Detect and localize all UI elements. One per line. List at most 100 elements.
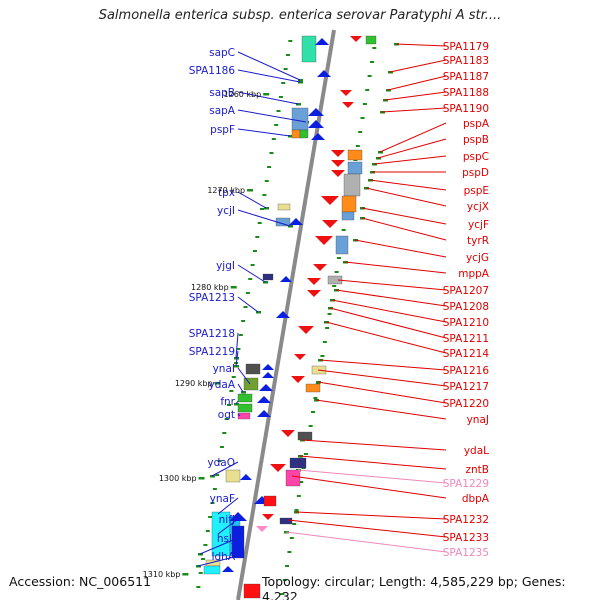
gene-label-right: SPA1190 [443, 103, 489, 115]
gene-label-left: pspF [210, 124, 235, 136]
leader-line-right [285, 531, 447, 553]
strand-tick [198, 572, 203, 574]
strand-tick [215, 474, 220, 476]
gene-tick-mark [288, 135, 293, 138]
gene-tick-mark [241, 391, 246, 394]
leader-line-left [237, 91, 299, 105]
gene-label-left: SPA1218 [189, 328, 235, 340]
strand-tick [208, 516, 213, 518]
gene-label-right: ycjG [466, 252, 489, 264]
gene-arrow-right [331, 150, 345, 157]
gene-label-right: SPA1233 [443, 532, 489, 544]
strand-tick [227, 404, 232, 406]
strand-tick [203, 544, 208, 546]
strand-tick [250, 264, 255, 266]
strand-tick [311, 411, 316, 413]
strand-tick [292, 523, 297, 525]
gene-tick-mark [263, 281, 268, 284]
gene-label-left: ogt [218, 409, 235, 421]
gene-label-left: hslJ [217, 533, 235, 545]
gene-arrow-left [317, 70, 331, 77]
leader-line-right [297, 469, 447, 484]
gene-label-right: SPA1232 [443, 514, 489, 526]
leader-line-left [237, 191, 267, 209]
strand-tick [287, 551, 292, 553]
strand-tick [320, 355, 325, 357]
leader-line-right [317, 369, 447, 387]
leader-line-right [389, 59, 447, 73]
gene-block [277, 203, 291, 211]
leader-line-left [217, 518, 239, 535]
scale-tick [198, 477, 205, 480]
strand-tick [255, 236, 260, 238]
gene-block [245, 363, 261, 375]
gene-arrow-left [222, 566, 234, 572]
strand-tick [332, 285, 337, 287]
gene-arrow-right [331, 170, 345, 177]
gene-label-right: SPA1216 [443, 365, 490, 377]
gene-label-left: ycjI [217, 205, 235, 217]
strand-tick [210, 502, 215, 504]
gene-label-right: SPA1211 [443, 333, 489, 345]
gene-block [237, 403, 253, 413]
strand-tick [269, 152, 274, 154]
gene-block [301, 35, 317, 63]
gene-block [237, 412, 251, 420]
gene-label-right: ydaL [464, 445, 489, 457]
gene-label-right: SPA1210 [443, 317, 489, 329]
gene-tick-mark [234, 403, 239, 406]
genome-title: Salmonella enterica subsp. enterica sero… [98, 8, 502, 23]
leader-line-right [379, 122, 447, 153]
leader-line-right [354, 239, 447, 258]
strand-tick [222, 432, 227, 434]
leader-line-left [237, 367, 251, 385]
strand-tick [365, 89, 370, 91]
gene-tick-mark [298, 79, 303, 82]
gene-block [263, 495, 277, 507]
gene-label-right: ycjF [468, 219, 489, 231]
strand-tick [264, 180, 269, 182]
gene-block [299, 129, 309, 139]
gene-arrow-left [280, 276, 292, 282]
gene-block [237, 393, 253, 403]
strand-tick [369, 61, 374, 63]
scale-tick [247, 189, 254, 192]
gene-label-right: zntB [466, 464, 490, 476]
leader-line-right [319, 359, 447, 371]
strand-tick [289, 537, 294, 539]
gene-block [243, 377, 259, 391]
leader-line-left [197, 555, 239, 567]
kbp-scale-label: 1300 kbp [159, 474, 197, 483]
gene-arrow-right [350, 36, 362, 42]
gene-block [291, 129, 301, 139]
leader-line-left [235, 332, 239, 359]
gene-label-right: tyrR [467, 235, 489, 247]
leader-line-right [373, 155, 447, 165]
gene-label-right: pspD [462, 167, 489, 179]
gene-arrow-right [294, 354, 306, 360]
strand-tick [294, 509, 299, 511]
gene-arrow-right [307, 290, 321, 297]
leader-line-left [211, 461, 239, 477]
gene-label-right: SPA1207 [443, 285, 489, 297]
gene-block [279, 517, 293, 525]
strand-tick [262, 194, 267, 196]
gene-block [289, 457, 307, 469]
gene-label-right: SPA1208 [443, 301, 489, 313]
strand-tick [313, 397, 318, 399]
topology-summary: Topology: circular; Length: 4,585,229 bp… [262, 574, 566, 600]
strand-tick [201, 558, 206, 560]
gene-arrow-right [256, 526, 268, 532]
gene-label-right: SPA1214 [443, 348, 490, 360]
gene-arrow-left [311, 133, 325, 140]
gene-block [343, 173, 361, 197]
gene-arrow-right [262, 514, 274, 520]
gene-block [297, 431, 313, 441]
gene-label-right: ynaJ [467, 414, 489, 426]
gene-label-right: pspA [463, 118, 490, 130]
gene-label-left: SPA1186 [189, 65, 236, 77]
leader-line-left [237, 128, 291, 137]
kbp-scale-label: 1270 kbp [207, 186, 245, 195]
leader-line-left [235, 350, 239, 367]
gene-tick-mark [234, 357, 239, 360]
